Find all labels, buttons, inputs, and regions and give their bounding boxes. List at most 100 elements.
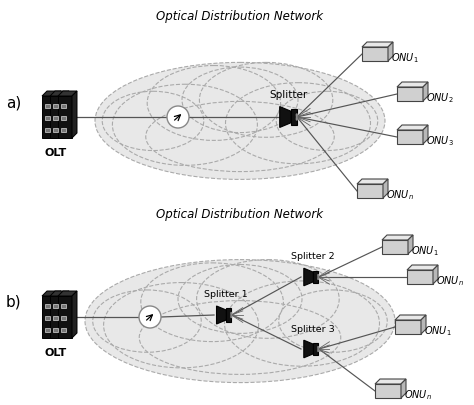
Ellipse shape (279, 290, 387, 352)
Ellipse shape (182, 68, 298, 133)
Polygon shape (397, 126, 428, 131)
Text: $ONU_n$: $ONU_n$ (404, 387, 432, 401)
Ellipse shape (139, 301, 341, 375)
Ellipse shape (102, 92, 204, 151)
Bar (395, 320, 421, 334)
Polygon shape (72, 92, 77, 139)
Polygon shape (304, 340, 313, 358)
Ellipse shape (85, 260, 395, 383)
Polygon shape (58, 92, 77, 97)
Ellipse shape (200, 63, 333, 138)
Polygon shape (304, 269, 313, 286)
Bar (61, 105, 66, 109)
Polygon shape (313, 271, 318, 283)
Circle shape (230, 314, 232, 316)
Ellipse shape (178, 265, 302, 334)
Polygon shape (56, 291, 61, 338)
Bar (382, 241, 408, 254)
Bar (45, 105, 50, 109)
Polygon shape (362, 43, 393, 48)
Text: $ONU_n$: $ONU_n$ (386, 188, 414, 201)
Polygon shape (395, 315, 426, 320)
Bar (53, 316, 58, 320)
Ellipse shape (276, 92, 378, 151)
Ellipse shape (112, 85, 257, 166)
Circle shape (317, 346, 319, 348)
Circle shape (317, 279, 319, 280)
Text: Splitter: Splitter (270, 90, 308, 100)
Circle shape (296, 119, 298, 122)
Polygon shape (388, 43, 393, 62)
Bar (53, 105, 58, 109)
Polygon shape (408, 235, 413, 254)
Ellipse shape (141, 263, 283, 342)
Bar (375, 384, 401, 398)
Bar (357, 185, 383, 198)
Polygon shape (421, 315, 426, 334)
Bar (42, 97, 56, 139)
Circle shape (139, 306, 161, 328)
Circle shape (317, 350, 319, 352)
Polygon shape (382, 235, 413, 241)
Polygon shape (401, 379, 406, 398)
Circle shape (230, 315, 232, 318)
Ellipse shape (197, 260, 339, 339)
Polygon shape (313, 343, 318, 356)
Polygon shape (397, 83, 428, 88)
Polygon shape (50, 92, 69, 97)
Circle shape (167, 107, 189, 129)
Text: Optical Distribution Network: Optical Distribution Network (156, 207, 323, 220)
Polygon shape (50, 291, 69, 296)
Bar (61, 328, 66, 332)
Text: b): b) (6, 294, 22, 309)
Text: Splitter 2: Splitter 2 (291, 252, 335, 260)
Polygon shape (407, 265, 438, 270)
Circle shape (296, 115, 298, 117)
Polygon shape (291, 110, 297, 125)
Circle shape (317, 277, 319, 279)
Bar (53, 117, 58, 121)
Bar (397, 88, 423, 102)
Text: OLT: OLT (45, 347, 67, 357)
Circle shape (230, 313, 232, 315)
Polygon shape (227, 309, 231, 322)
Bar (58, 296, 72, 338)
Polygon shape (217, 306, 227, 324)
Bar (61, 129, 66, 133)
Bar (397, 131, 423, 145)
Circle shape (296, 117, 298, 119)
Text: $ONU_n$: $ONU_n$ (436, 273, 464, 287)
Polygon shape (56, 92, 61, 139)
Circle shape (230, 312, 232, 314)
Bar (45, 328, 50, 332)
Bar (50, 97, 64, 139)
Polygon shape (357, 179, 388, 185)
Text: Splitter 1: Splitter 1 (204, 289, 248, 298)
Circle shape (317, 275, 319, 277)
Circle shape (317, 350, 319, 351)
Bar (42, 296, 56, 338)
Circle shape (317, 274, 319, 276)
Polygon shape (433, 265, 438, 284)
Text: Splitter 3: Splitter 3 (291, 324, 335, 333)
Bar (53, 328, 58, 332)
Text: Optical Distribution Network: Optical Distribution Network (156, 10, 323, 23)
Polygon shape (423, 126, 428, 145)
Polygon shape (64, 92, 69, 139)
Bar (61, 316, 66, 320)
Bar (45, 316, 50, 320)
Polygon shape (58, 291, 77, 296)
Polygon shape (280, 107, 291, 128)
Bar (362, 48, 388, 62)
Text: $ONU_2$: $ONU_2$ (426, 91, 454, 104)
Circle shape (317, 348, 319, 350)
Ellipse shape (147, 66, 281, 141)
Polygon shape (42, 92, 61, 97)
Ellipse shape (226, 83, 371, 164)
Polygon shape (72, 291, 77, 338)
Circle shape (296, 118, 298, 120)
Bar (53, 304, 58, 308)
Bar (407, 270, 433, 284)
Text: $ONU_1$: $ONU_1$ (411, 243, 439, 257)
Circle shape (317, 276, 319, 278)
